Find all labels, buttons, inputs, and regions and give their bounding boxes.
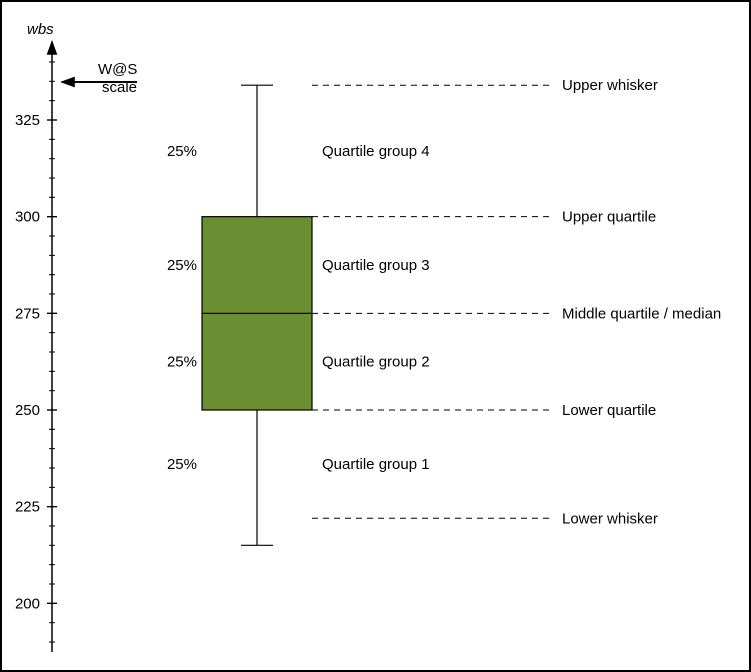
percent-label-qg2: 25% <box>167 354 197 371</box>
chart-frame: wbsW@Sscale200225250275300325Upper whisk… <box>0 0 751 672</box>
scale-label-line1: W@S <box>98 61 137 78</box>
percent-label-qg4: 25% <box>167 143 197 160</box>
group-label-qg3: Quartile group 3 <box>322 257 430 274</box>
y-axis-arrowhead <box>47 40 58 55</box>
scale-arrow-head <box>60 77 75 88</box>
group-label-qg1: Quartile group 1 <box>322 456 430 473</box>
axis-title: wbs <box>27 21 54 38</box>
tick-label: 325 <box>15 112 40 129</box>
tick-label: 300 <box>15 209 40 226</box>
tick-label: 250 <box>15 402 40 419</box>
percent-label-qg3: 25% <box>167 257 197 274</box>
label-median: Middle quartile / median <box>562 305 721 322</box>
label-lower-quartile: Lower quartile <box>562 402 656 419</box>
tick-label: 200 <box>15 595 40 612</box>
label-upper-whisker: Upper whisker <box>562 77 658 94</box>
tick-label: 225 <box>15 499 40 516</box>
label-upper-quartile: Upper quartile <box>562 209 656 226</box>
boxplot-svg: wbsW@Sscale200225250275300325Upper whisk… <box>2 2 749 670</box>
group-label-qg2: Quartile group 2 <box>322 354 430 371</box>
label-lower-whisker: Lower whisker <box>562 510 658 527</box>
group-label-qg4: Quartile group 4 <box>322 143 430 160</box>
percent-label-qg1: 25% <box>167 456 197 473</box>
tick-label: 275 <box>15 305 40 322</box>
